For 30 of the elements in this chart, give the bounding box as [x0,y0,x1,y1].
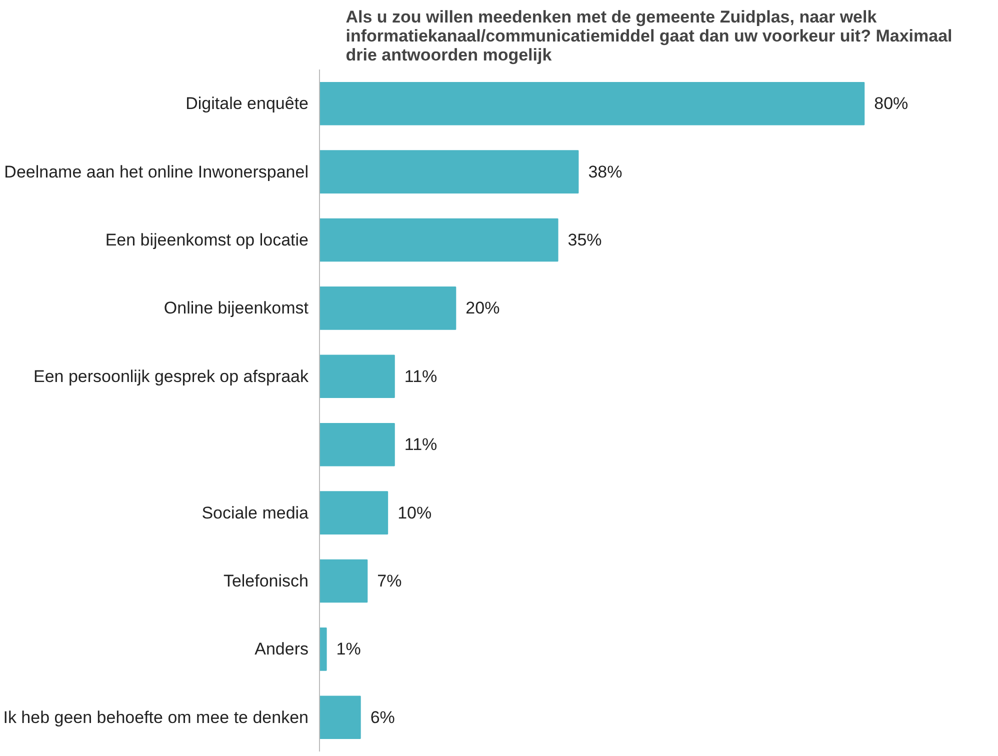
y-tick-label: Sociale media [202,503,310,522]
bar [320,150,579,194]
data-label: 1% [336,640,361,659]
data-label: 7% [377,572,402,590]
data-label: 11% [404,435,438,454]
data-label: 11% [404,366,438,386]
bar [320,82,865,126]
data-label: 38% [588,162,622,182]
data-label: 6% [370,708,395,727]
y-tick-label: Anders [254,640,309,659]
bar [320,422,395,466]
bar [320,559,368,603]
y-tick-label: Deelname aan het online Inwonerspanel [4,162,309,182]
data-label: 20% [466,298,500,318]
y-tick-label: Online bijeenkomst [164,298,309,318]
bar [320,286,456,330]
chart-title: Als u zou willen meedenken met de gemeente Zuidplas, naar welk informatiekanaal/communicatiemiddel gaat dan uw voorkeur uit? Maximaal drie antwoorden mogelijk [346,8,952,64]
y-tick-label: Ik heb geen behoefte om mee te denken [3,708,309,727]
y-tick-label: Digitale enquête [186,94,309,114]
bar [320,628,327,671]
bar [320,696,361,740]
y-tick-label: Een bijeenkomst op locatie [105,230,309,250]
bar [320,218,558,262]
y-tick-label: Een persoonlijk gesprek op afspraak [34,366,309,386]
y-tick-label: Telefonisch [223,572,309,590]
bar [320,491,388,534]
data-label: 35% [568,230,602,250]
data-label: 80% [874,94,908,114]
data-label: 10% [398,503,432,522]
bar [320,354,395,398]
